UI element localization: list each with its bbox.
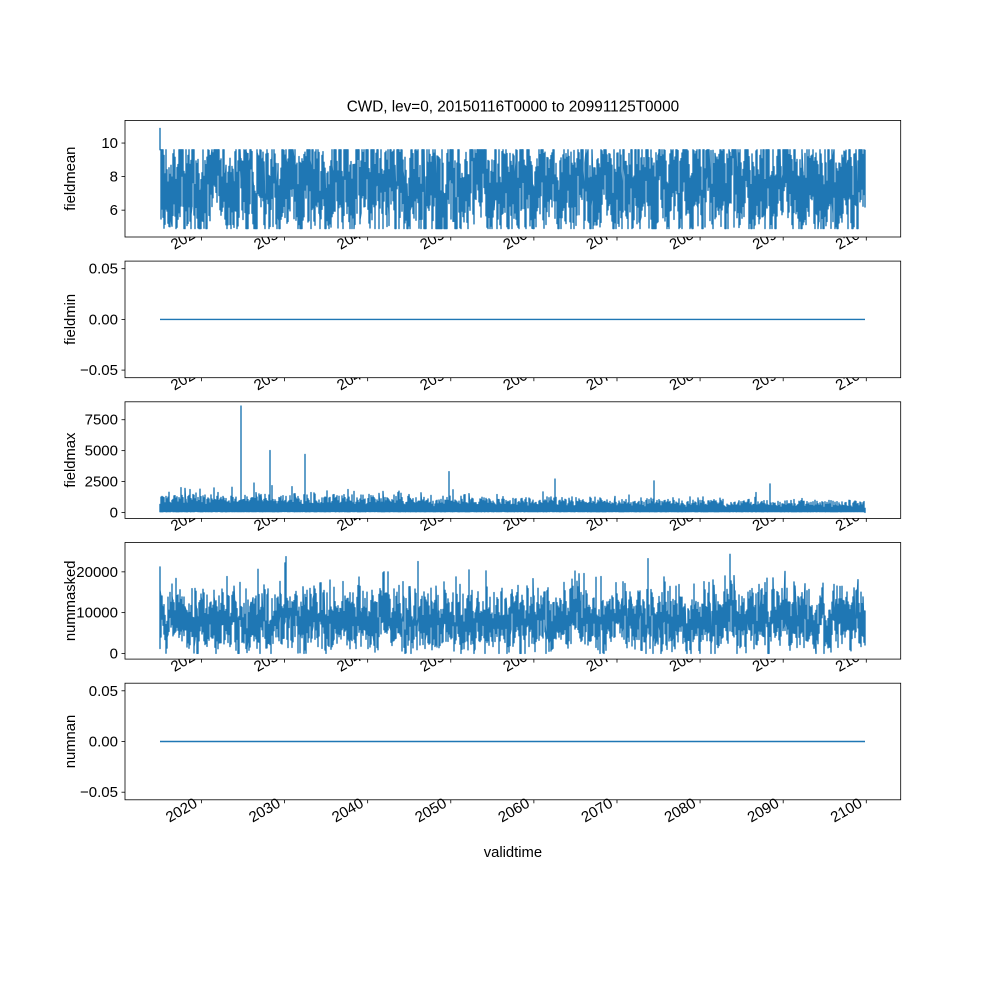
svg-text:10000: 10000 bbox=[76, 605, 118, 622]
svg-text:fieldmean: fieldmean bbox=[63, 147, 79, 211]
svg-text:0.00: 0.00 bbox=[89, 734, 118, 751]
svg-text:0.00: 0.00 bbox=[89, 311, 118, 328]
svg-text:2500: 2500 bbox=[85, 474, 118, 491]
svg-text:−0.05: −0.05 bbox=[80, 784, 118, 801]
svg-text:0.05: 0.05 bbox=[89, 683, 118, 700]
svg-text:10: 10 bbox=[101, 135, 118, 152]
svg-text:numnan: numnan bbox=[63, 715, 79, 768]
svg-text:fieldmin: fieldmin bbox=[63, 294, 79, 345]
svg-text:nummasked: nummasked bbox=[63, 560, 79, 641]
svg-text:6: 6 bbox=[110, 202, 118, 219]
svg-text:fieldmax: fieldmax bbox=[63, 432, 79, 488]
svg-text:20000: 20000 bbox=[76, 564, 118, 581]
svg-text:0: 0 bbox=[110, 645, 118, 662]
svg-text:−0.05: −0.05 bbox=[80, 362, 118, 379]
svg-text:5000: 5000 bbox=[85, 443, 118, 460]
svg-text:7500: 7500 bbox=[85, 412, 118, 429]
svg-text:validtime: validtime bbox=[484, 845, 542, 861]
svg-text:0: 0 bbox=[110, 504, 118, 521]
svg-text:CWD, lev=0, 20150116T0000 to 2: CWD, lev=0, 20150116T0000 to 20991125T00… bbox=[347, 99, 679, 116]
svg-text:8: 8 bbox=[110, 169, 118, 186]
svg-text:0.05: 0.05 bbox=[89, 261, 118, 278]
